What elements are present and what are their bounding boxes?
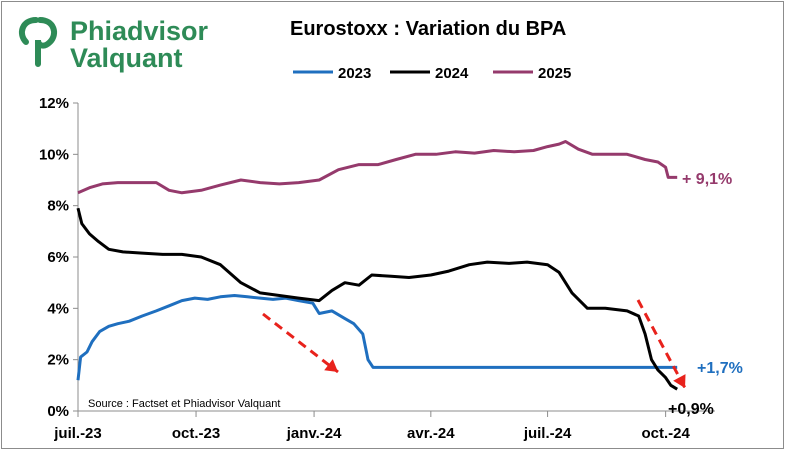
annotation-label: +1,7% <box>697 360 743 377</box>
chart-title: Eurostoxx : Variation du BPA <box>290 18 567 40</box>
legend: 2023 2024 2025 <box>293 65 571 82</box>
trend-arrow-head <box>324 359 338 372</box>
series-line-2024 <box>76 207 678 391</box>
y-tick-label: 2% <box>47 352 69 369</box>
logo: Phiadvisor Valquant <box>14 12 244 72</box>
annotation-label: + 9,1% <box>682 171 732 188</box>
x-tick-label: janv.-24 <box>286 425 342 442</box>
source-note: Source : Factset et Phiadvisor Valquant <box>88 398 280 410</box>
axes: 0% 2% 4% 6% 8% 10% 12% juil.-23 oct.-23 janv.-24 a… <box>39 95 715 442</box>
x-tick-label: oct.-24 <box>641 425 690 442</box>
legend-label-2024: 2024 <box>435 65 469 82</box>
y-tick-label: 0% <box>47 403 69 420</box>
x-tick-label: oct.-23 <box>172 425 220 442</box>
logo-icon <box>18 17 58 67</box>
trend-arrow-line <box>262 312 339 374</box>
logo-line1: Phiadvisor <box>70 16 209 46</box>
trend-arrow-line <box>636 299 687 389</box>
x-tick-label: juil.-24 <box>523 425 572 442</box>
trend-arrow-head <box>673 374 686 388</box>
y-tick-label: 10% <box>39 146 69 163</box>
y-tick-label: 12% <box>39 95 69 112</box>
legend-label-2023: 2023 <box>338 65 371 82</box>
annotations: + 9,1% +1,7% +0,9% <box>262 171 743 418</box>
series-line-2025 <box>77 140 678 195</box>
x-tick-label: avr.-24 <box>407 425 455 442</box>
logo-text: Phiadvisor Valquant <box>70 18 208 72</box>
series-line-2023 <box>76 294 678 381</box>
x-tick-label: juil.-23 <box>53 425 102 442</box>
logo-line2: Valquant <box>70 43 183 73</box>
annotation-label: +0,9% <box>668 401 714 418</box>
series-layer <box>76 140 678 391</box>
legend-label-2025: 2025 <box>538 65 571 82</box>
y-tick-label: 6% <box>47 249 69 266</box>
y-tick-label: 8% <box>47 198 69 215</box>
y-tick-label: 4% <box>47 300 69 317</box>
